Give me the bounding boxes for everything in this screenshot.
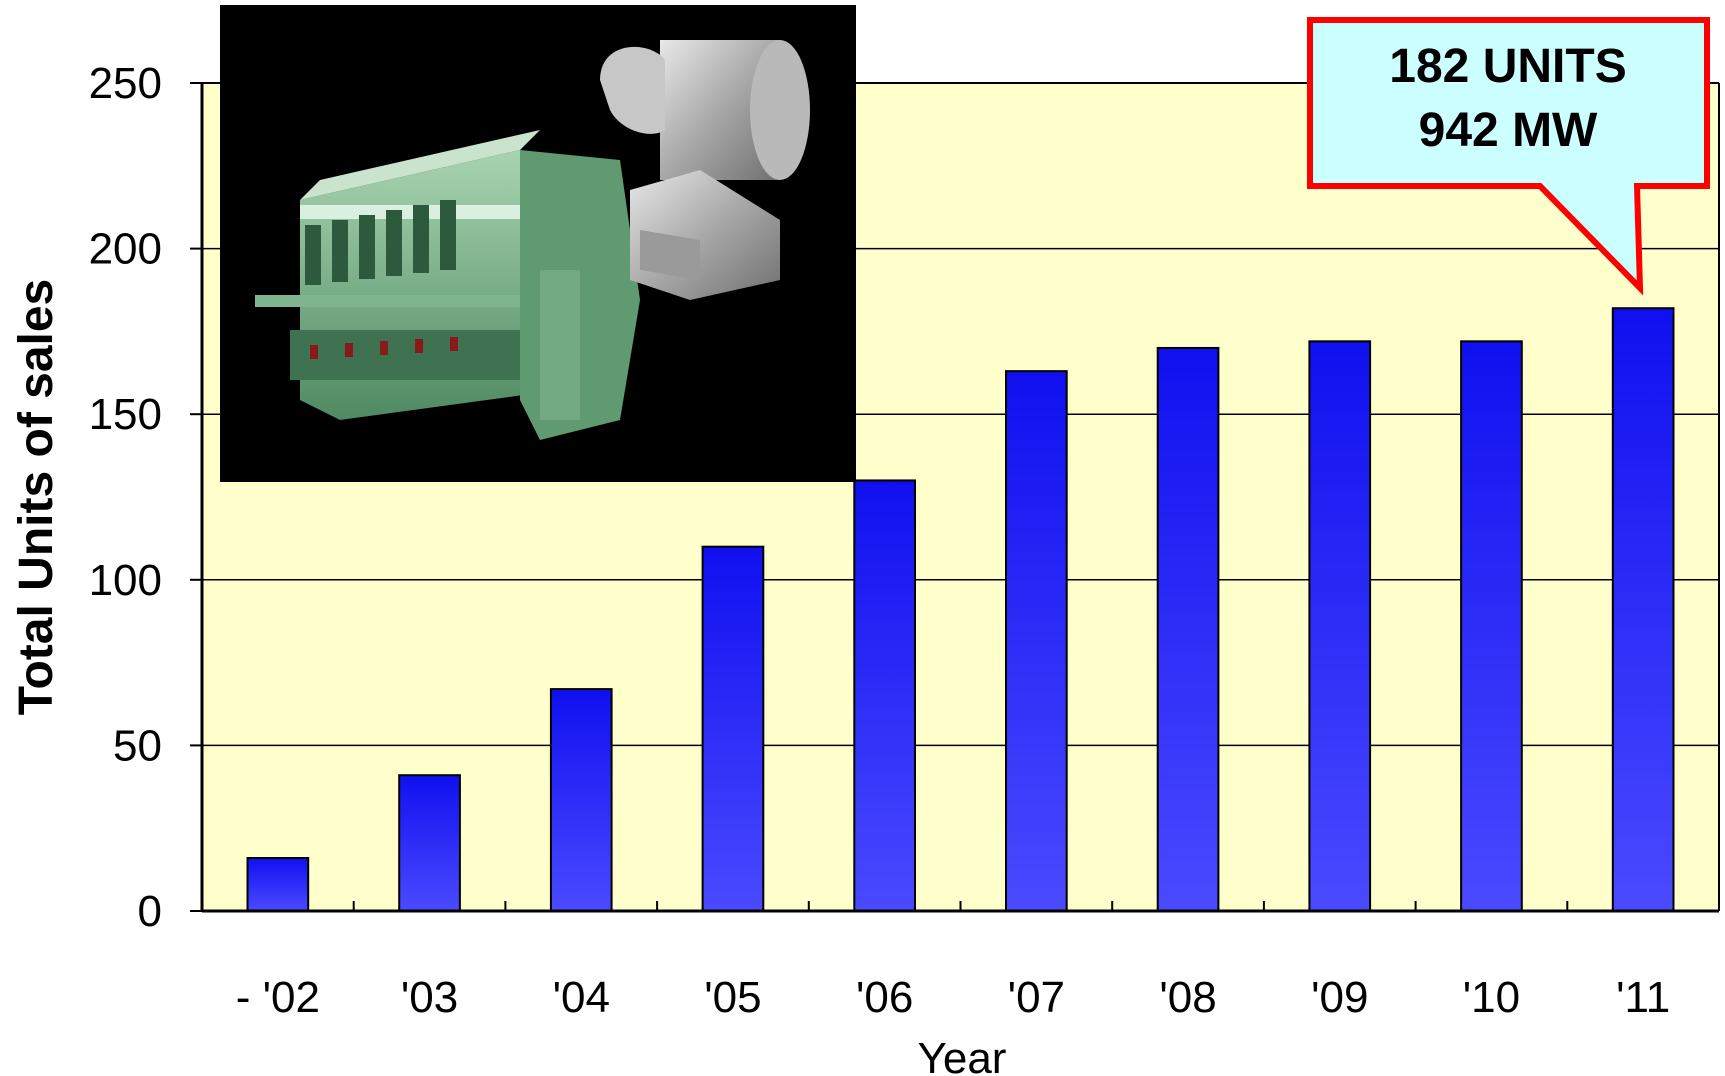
x-tick-label: '07 [1008,973,1065,1022]
y-tick-labels: 0 50 100 150 200 250 [89,59,162,936]
x-tick-label: '04 [553,973,610,1022]
y-tick-label: 0 [138,887,162,936]
callout-units: 182 UNITS [1389,40,1626,93]
x-tick-label: '06 [856,973,913,1022]
bar [1156,346,1220,912]
bar [246,857,310,912]
x-tick-label: '10 [1463,973,1520,1022]
x-tick-labels: - '02 '03 '04 '05 '06 '07 '08 '09 '10 '11 [236,973,1670,1022]
bar [1460,340,1523,912]
bar [1005,370,1068,913]
x-tick-label: - '02 [236,973,320,1022]
y-axis-title: Total Units of sales [10,279,63,716]
y-tick-label: 250 [89,59,162,108]
bar [1611,307,1675,912]
bar [853,479,916,912]
callout-bubble [1307,17,1710,296]
callout-annotation: 182 UNITS 942 MW [1307,17,1710,296]
x-axis-title: Year [918,1034,1007,1076]
x-tick-marks [352,901,1569,911]
y-tick-label: 100 [89,556,162,605]
bar [1308,340,1372,912]
y-tick-label: 200 [89,225,162,274]
x-tick-label: '11 [1616,973,1670,1022]
y-tick-label: 50 [113,721,162,770]
callout-power: 942 MW [1419,104,1598,157]
bar [701,545,765,912]
bars [246,307,1675,913]
x-tick-label: '08 [1159,973,1216,1022]
x-tick-label: '05 [704,973,761,1022]
y-tick-marks [190,82,202,912]
y-tick-label: 150 [89,390,162,439]
diesel-engine-photo-icon [220,5,856,482]
bar [549,688,613,913]
x-tick-label: '09 [1311,973,1368,1022]
bar [398,774,461,913]
x-tick-label: '03 [401,973,458,1022]
